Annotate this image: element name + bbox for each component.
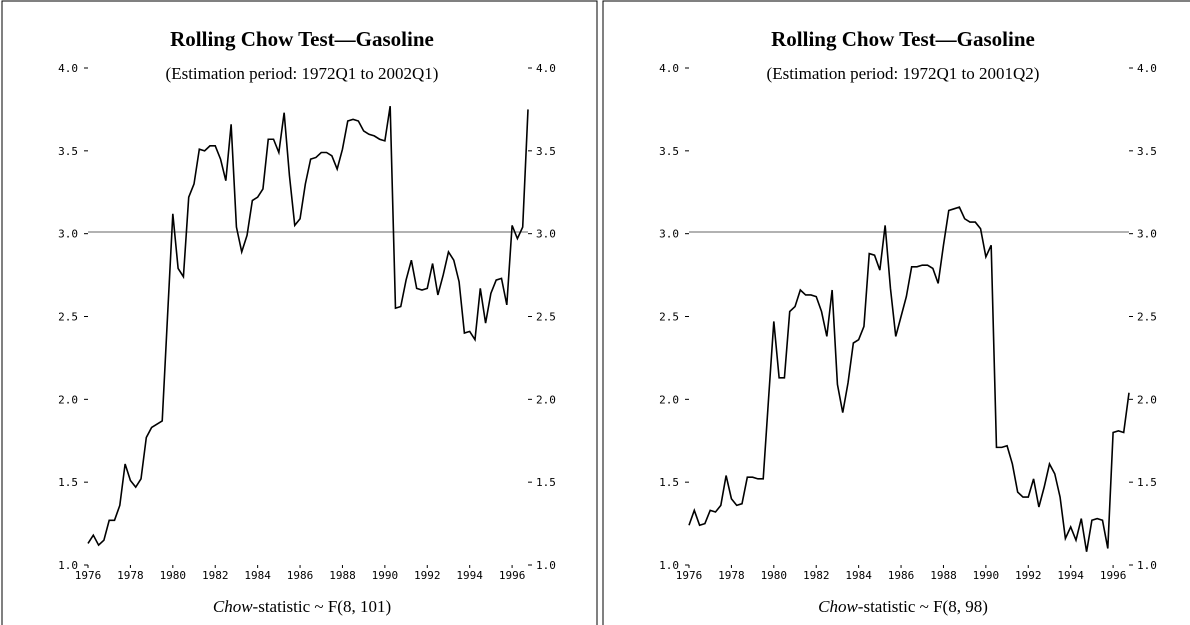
x-tick-label: 1980	[761, 569, 788, 582]
x-tick-label: 1982	[202, 569, 229, 582]
y2-tick-label: 3.5	[536, 145, 556, 158]
y-tick-label: 1.5	[659, 476, 679, 489]
x-tick-label: 1988	[930, 569, 957, 582]
y-tick-label: 4.0	[58, 62, 78, 75]
y2-tick-label: 3.0	[536, 228, 556, 241]
chart-panel: Rolling Chow Test—Gasoline (Estimation pe…	[602, 0, 1190, 625]
x-tick-label: 1984	[244, 569, 271, 582]
y2-tick-label: 1.0	[536, 559, 556, 572]
y2-tick-label: 2.0	[1137, 393, 1157, 406]
y2-tick-label: 2.5	[536, 311, 556, 324]
chart-title: Rolling Chow Test—Gasoline	[170, 27, 434, 51]
y2-tick-label: 3.0	[1137, 228, 1157, 241]
x-tick-label: 1986	[888, 569, 915, 582]
y2-tick-label: 3.5	[1137, 145, 1157, 158]
x-axis-label: Chow-statistic ~ F(8, 101)	[213, 597, 391, 616]
x-tick-label: 1994	[456, 569, 483, 582]
panel-border	[1, 0, 598, 625]
x-tick-label: 1988	[329, 569, 356, 582]
x-axis-label-italic: Chow	[818, 597, 858, 616]
y-tick-label: 2.5	[659, 311, 679, 324]
panel-border	[602, 0, 1190, 625]
y-tick-label: 4.0	[659, 62, 679, 75]
y-tick-label: 1.0	[659, 559, 679, 572]
chart-panel: Rolling Chow Test—Gasoline (Estimation pe…	[1, 0, 598, 625]
data-line	[688, 206, 1130, 552]
x-tick-label: 1986	[287, 569, 314, 582]
y-tick-label: 1.0	[58, 559, 78, 572]
y2-tick-label: 4.0	[536, 62, 556, 75]
x-axis-label: Chow-statistic ~ F(8, 98)	[818, 597, 988, 616]
y-tick-label: 2.0	[58, 393, 78, 406]
y-tick-label: 1.5	[58, 476, 78, 489]
x-axis-label-italic: Chow	[213, 597, 253, 616]
x-tick-label: 1994	[1057, 569, 1084, 582]
x-tick-label: 1992	[1015, 569, 1042, 582]
chart-title: Rolling Chow Test—Gasoline	[771, 27, 1035, 51]
x-tick-label: 1978	[718, 569, 745, 582]
y2-tick-label: 1.5	[1137, 476, 1157, 489]
y-tick-label: 3.0	[659, 228, 679, 241]
x-tick-label: 1980	[160, 569, 187, 582]
x-axis-label-rest: -statistic ~ F(8, 98)	[858, 597, 988, 616]
x-tick-label: 1982	[803, 569, 830, 582]
y-tick-label: 3.0	[58, 228, 78, 241]
x-axis-label-rest: -statistic ~ F(8, 101)	[253, 597, 392, 616]
x-tick-label: 1976	[676, 569, 703, 582]
x-tick-label: 1990	[973, 569, 1000, 582]
x-tick-label: 1996	[499, 569, 526, 582]
y2-tick-label: 1.5	[536, 476, 556, 489]
y-tick-label: 2.5	[58, 311, 78, 324]
x-tick-label: 1996	[1100, 569, 1127, 582]
x-tick-label: 1984	[845, 569, 872, 582]
chart-subtitle: (Estimation period: 1972Q1 to 2001Q2)	[767, 64, 1040, 83]
y2-tick-label: 1.0	[1137, 559, 1157, 572]
data-line	[87, 105, 529, 547]
chart-subtitle: (Estimation period: 1972Q1 to 2002Q1)	[166, 64, 439, 83]
x-tick-label: 1990	[372, 569, 399, 582]
y-tick-label: 3.5	[659, 145, 679, 158]
y2-tick-label: 4.0	[1137, 62, 1157, 75]
x-tick-label: 1978	[117, 569, 144, 582]
y2-tick-label: 2.5	[1137, 311, 1157, 324]
y-tick-label: 2.0	[659, 393, 679, 406]
x-tick-label: 1976	[75, 569, 102, 582]
y-tick-label: 3.5	[58, 145, 78, 158]
y2-tick-label: 2.0	[536, 393, 556, 406]
x-tick-label: 1992	[414, 569, 441, 582]
